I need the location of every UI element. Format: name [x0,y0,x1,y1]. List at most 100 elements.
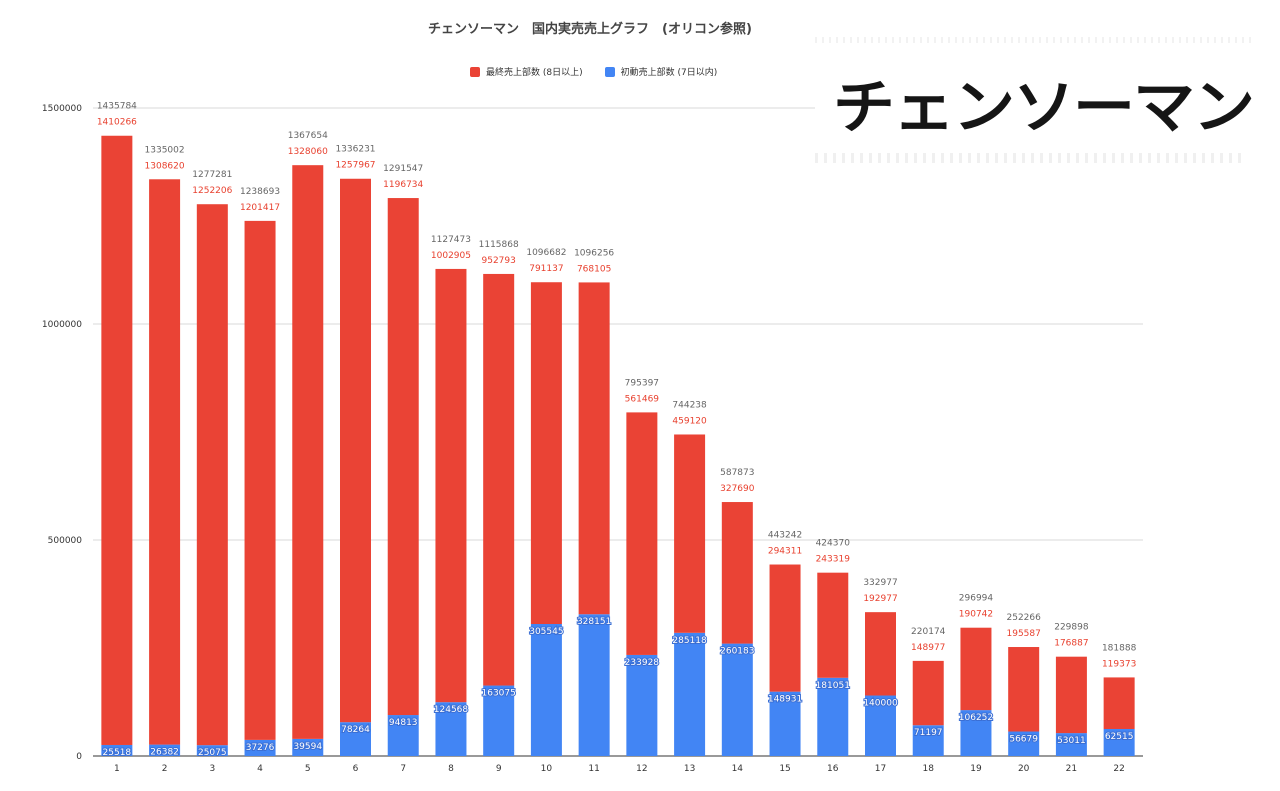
final-label: 768105 [577,264,611,274]
bar-final [149,179,181,745]
bar-final [1103,677,1135,729]
x-tick-label: 21 [1066,764,1077,774]
initial-label: 305545 [529,627,563,637]
initial-label: 71197 [914,728,943,738]
total-label: 1238693 [240,187,280,197]
bar-initial [721,643,753,756]
total-label: 1277281 [192,170,232,180]
legend-item-initial: 初動売上部数 (7日以内) [604,65,718,78]
legend-label-initial: 初動売上部数 (7日以内) [620,68,718,78]
final-label: 119373 [1102,659,1136,669]
total-label: 332977 [863,578,897,588]
bar-final [865,612,896,696]
x-tick-label: 1 [114,764,120,774]
final-label: 190742 [959,610,993,620]
bar-initial [483,685,515,756]
x-tick-label: 2 [162,764,168,774]
total-label: 1335002 [145,145,185,155]
x-tick-label: 11 [588,764,599,774]
bar-initial [865,695,896,756]
legend: 最終売上部数 (8日以上) 初動売上部数 (7日以内) [470,65,717,78]
chart-title: チェンソーマン 国内実売売上グラフ (オリコン参照) [428,22,752,37]
x-tick-label: 14 [732,764,744,774]
initial-label: 124568 [434,705,469,715]
total-label: 443242 [768,531,802,541]
final-label: 1002905 [431,251,471,261]
x-tick-label: 13 [684,764,695,774]
legend-label-final: 最終売上部数 (8日以上) [486,68,583,78]
initial-label: 148931 [768,695,802,705]
bar-initial [1055,733,1087,756]
x-tick-label: 3 [209,764,215,774]
bar-final [387,198,419,716]
logo-text: チェンソーマン [833,72,1255,142]
bar-initial [960,710,992,756]
bar-initial [674,632,706,756]
initial-label: 233928 [625,658,660,668]
final-label: 192977 [863,594,897,604]
chainsaw-man-logo: チェンソーマン [815,35,1255,175]
x-tick-label: 4 [257,764,263,774]
bar-final [817,572,849,678]
total-label: 424370 [816,539,851,549]
bar-final [530,282,562,625]
bar-initial [196,745,228,756]
initial-label: 25518 [103,748,132,758]
bar-initial [292,738,324,756]
final-label: 1196734 [383,180,423,190]
bar-initial [912,725,944,756]
legend-swatch-final [470,66,480,77]
initial-label: 39594 [293,742,322,752]
bar-initial [817,677,849,756]
total-label: 1367654 [288,131,328,141]
x-tick-label: 10 [541,764,553,774]
final-label: 176887 [1054,639,1088,649]
x-tick-label: 9 [496,764,502,774]
bar-final [1055,656,1087,734]
x-tick-label: 7 [400,764,406,774]
total-label: 744238 [672,400,707,410]
x-tick-label: 8 [448,764,454,774]
x-tick-label: 5 [305,764,311,774]
x-tick-label: 15 [779,764,790,774]
bar-final [578,282,610,615]
x-tick-label: 17 [875,764,886,774]
bar-initial [435,702,467,756]
x-tick-label: 6 [353,764,359,774]
initial-label: 78264 [341,725,370,735]
total-label: 1435784 [97,102,137,112]
initial-label: 163075 [482,689,516,699]
final-label: 1201417 [240,203,280,213]
final-label: 243319 [816,555,851,565]
bar-final [960,627,992,711]
initial-label: 25075 [198,748,227,758]
initial-label: 94813 [389,718,418,728]
total-label: 296994 [959,594,994,604]
bar-initial [340,722,371,756]
y-tick-label: 1500000 [42,104,82,114]
total-label: 220174 [911,627,946,637]
total-label: 1096256 [574,248,614,258]
bar-initial [1103,728,1135,756]
y-tick-label: 1000000 [42,320,82,330]
total-label: 1115868 [479,240,519,250]
total-label: 1336231 [335,145,375,155]
total-label: 229898 [1054,623,1089,633]
initial-label: 106252 [959,713,993,723]
final-label: 294311 [768,547,802,557]
bar-initial [626,654,658,756]
final-label: 791137 [529,264,563,274]
y-tick-label: 500000 [48,536,83,546]
final-label: 195587 [1007,629,1041,639]
bar-final [912,660,944,726]
final-label: 1257967 [335,161,375,171]
x-tick-label: 20 [1018,764,1030,774]
initial-label: 181051 [816,681,850,691]
bar-final [1008,647,1040,732]
bar-initial [530,624,562,756]
legend-swatch-initial [604,66,615,77]
logo-texture-bottom [815,153,1245,163]
initial-label: 26382 [150,748,179,758]
x-tick-label: 19 [970,764,982,774]
